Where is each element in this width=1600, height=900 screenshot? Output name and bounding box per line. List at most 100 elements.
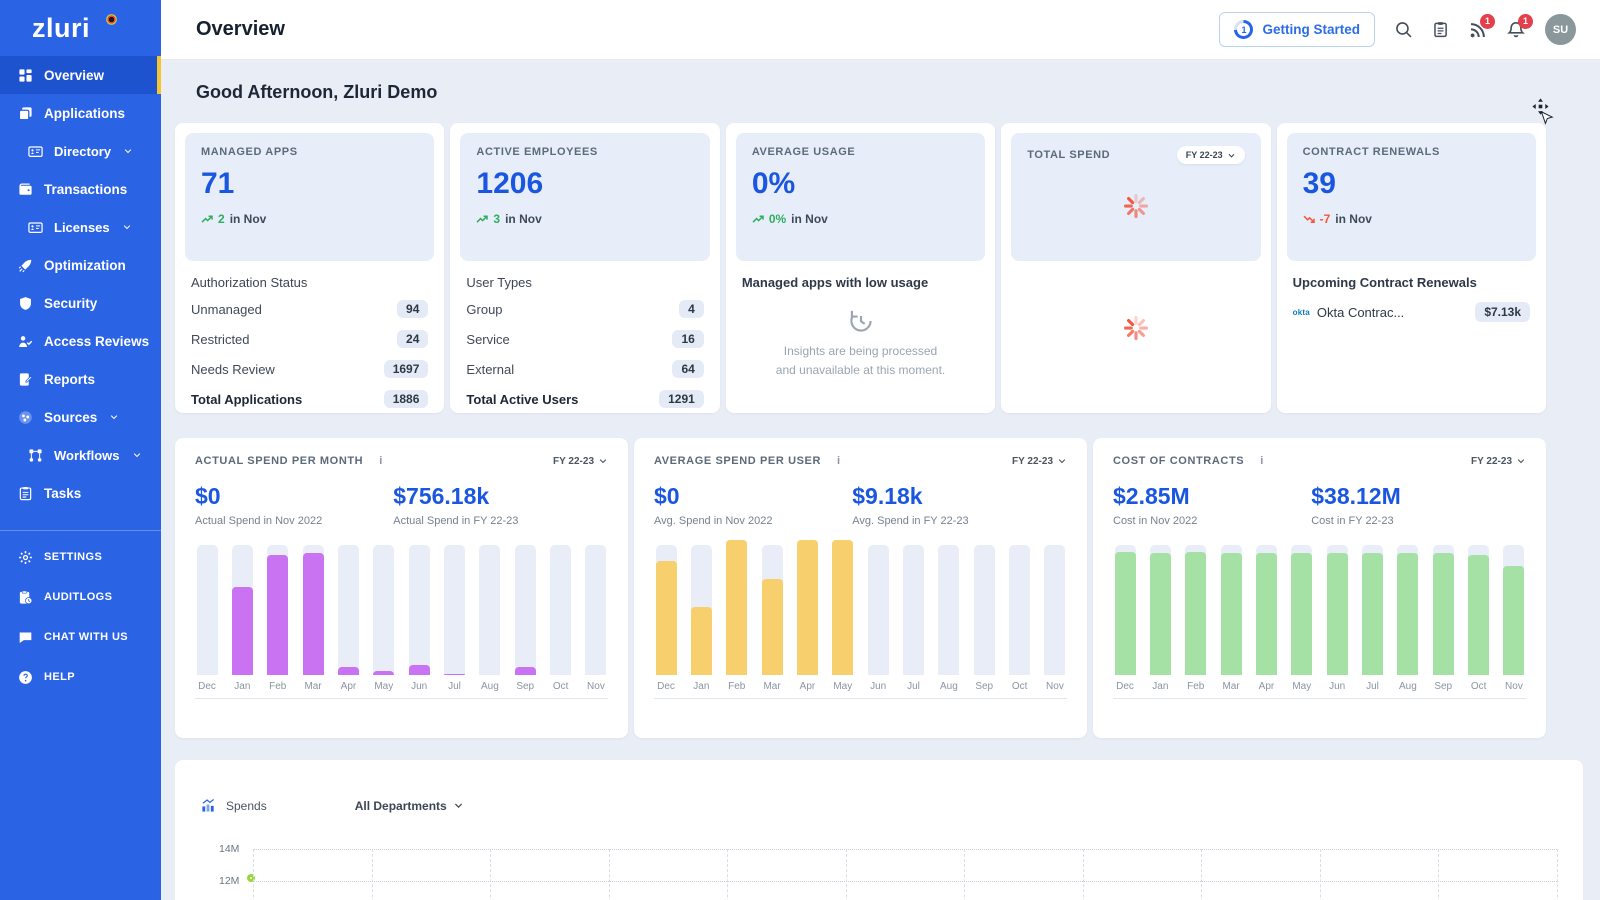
bell-icon[interactable]: 1 [1507,13,1533,39]
sidebar-divider [0,530,161,531]
bar-column-may[interactable]: May [1290,545,1314,698]
move-handle-icon[interactable] [1532,98,1558,115]
bar-column-feb[interactable]: Feb [1184,545,1208,698]
bar-column-aug[interactable]: Aug [1396,545,1420,698]
bar-column-may[interactable]: May [372,545,396,698]
x-axis-label: Jan [1152,681,1169,692]
sidebar-item-workflows[interactable]: Workflows [0,436,161,474]
sidebar-item-overview[interactable]: Overview [0,56,161,94]
bar-value [1326,552,1348,675]
avatar[interactable]: SU [1545,14,1576,45]
bar-column-aug[interactable]: Aug [478,545,502,698]
clipboard-icon[interactable] [1432,21,1449,38]
sidebar-item-settings[interactable]: SETTINGS [0,537,161,577]
info-icon[interactable]: i [837,455,841,467]
sidebar-item-tasks[interactable]: Tasks [0,474,161,512]
vertical-gridline [1201,849,1203,900]
bar-column-jan[interactable]: Jan [1148,545,1172,698]
transactions-icon [18,183,32,195]
bar-column-jan[interactable]: Jan [689,545,713,698]
search-icon[interactable] [1395,21,1412,38]
bar-column-mar[interactable]: Mar [301,545,325,698]
sidebar-item-label: HELP [44,671,75,683]
bar-column-jul[interactable]: Jul [902,545,926,698]
chevron-down-icon [124,149,132,154]
info-icon[interactable]: i [1260,455,1264,467]
bar-column-jan[interactable]: Jan [230,545,254,698]
bar-column-feb[interactable]: Feb [725,539,749,698]
sidebar-item-access-reviews[interactable]: Access Reviews [0,322,161,360]
bar-column-nov[interactable]: Nov [584,545,608,698]
fiscal-year-dropdown[interactable]: FY 22-23 [553,456,608,467]
stat-row-external: External 64 [466,354,704,384]
x-axis-label: Jul [448,681,461,692]
departments-filter[interactable]: All Departments [355,799,464,813]
sidebar-item-security[interactable]: Security [0,284,161,322]
greeting-text: Good Afternoon, Zluri Demo [196,82,438,102]
stat-card-contract-renewals: CONTRACT RENEWALS 39 -7 in Nov Upcoming Cont… [1276,123,1547,413]
info-icon[interactable]: i [379,455,383,467]
bar-column-aug[interactable]: Aug [937,545,961,698]
bar-column-oct[interactable]: Oct [1467,545,1491,698]
sidebar-item-sources[interactable]: Sources [0,398,161,436]
sidebar-item-chat-with-us[interactable]: CHAT WITH US [0,617,161,657]
zluri-logo[interactable]: zluri [0,0,161,56]
bar-column-apr[interactable]: Apr [336,545,360,698]
bar-column-nov[interactable]: Nov [1043,545,1067,698]
fiscal-year-value: FY 22-23 [1471,455,1512,467]
reports-icon [19,372,32,386]
spinner-icon [1123,315,1148,341]
x-axis-label: Jun [870,681,887,692]
bar-value [267,555,289,675]
bar-column-sep[interactable]: Sep [1431,545,1455,698]
bar-column-nov[interactable]: Nov [1502,545,1526,698]
bar-column-jun[interactable]: Jun [866,545,890,698]
bar-column-feb[interactable]: Feb [266,545,290,698]
sidebar-item-auditlogs[interactable]: AUDITLOGS [0,577,161,617]
bar-value [1149,552,1171,675]
bar-column-dec[interactable]: Dec [1113,545,1137,698]
x-axis-label: Nov [1046,681,1064,692]
stat-row-restricted: Restricted 24 [191,324,429,354]
sidebar-item-help[interactable]: HELP [0,657,161,697]
sidebar-item-licenses[interactable]: Licenses [0,208,161,246]
bar-column-may[interactable]: May [831,539,855,698]
bar-column-jun[interactable]: Jun [407,545,431,698]
bar-column-oct[interactable]: Oct [549,545,573,698]
vertical-gridline [964,849,966,900]
bar-column-jul[interactable]: Jul [1361,545,1385,698]
bar-track [973,545,995,675]
bar-column-mar[interactable]: Mar [760,545,784,698]
bar-track [938,545,960,675]
bar-column-jul[interactable]: Jul [443,545,467,698]
bar-column-oct[interactable]: Oct [1008,545,1032,698]
licenses-icon [27,221,43,233]
optimization-icon [18,259,31,272]
sidebar-item-optimization[interactable]: Optimization [0,246,161,284]
sidebar-item-directory[interactable]: Directory [0,132,161,170]
fiscal-year-dropdown[interactable]: FY 22-23 [1176,146,1245,164]
bar-track [726,539,748,675]
bar-column-sep[interactable]: Sep [972,545,996,698]
bar-column-sep[interactable]: Sep [513,545,537,698]
bar-column-dec[interactable]: Dec [195,545,219,698]
sidebar-item-reports[interactable]: Reports [0,360,161,398]
getting-started-button[interactable]: 1 Getting Started [1219,12,1375,47]
x-axis-label: May [833,681,853,692]
bar-column-dec[interactable]: Dec [654,545,678,698]
vertical-gridline [253,849,254,900]
x-axis-label: Dec [198,681,216,692]
fiscal-year-dropdown[interactable]: FY 22-23 [1012,456,1067,467]
sidebar-item-applications[interactable]: Applications [0,94,161,132]
bar-column-jun[interactable]: Jun [1325,545,1349,698]
logo-dot-icon [106,14,117,25]
bar-column-mar[interactable]: Mar [1219,545,1243,698]
sidebar-item-transactions[interactable]: Transactions [0,170,161,208]
trend-suffix: in Nov [229,212,267,226]
bar-column-apr[interactable]: Apr [1254,545,1278,698]
feed-icon[interactable]: 1 [1469,13,1495,39]
bar-column-apr[interactable]: Apr [795,539,819,698]
fiscal-year-dropdown[interactable]: FY 22-23 [1471,456,1526,467]
renewal-row[interactable]: okta Okta Contrac... $7.13k [1293,294,1531,330]
stat-row-label: Unmanaged [191,301,262,317]
